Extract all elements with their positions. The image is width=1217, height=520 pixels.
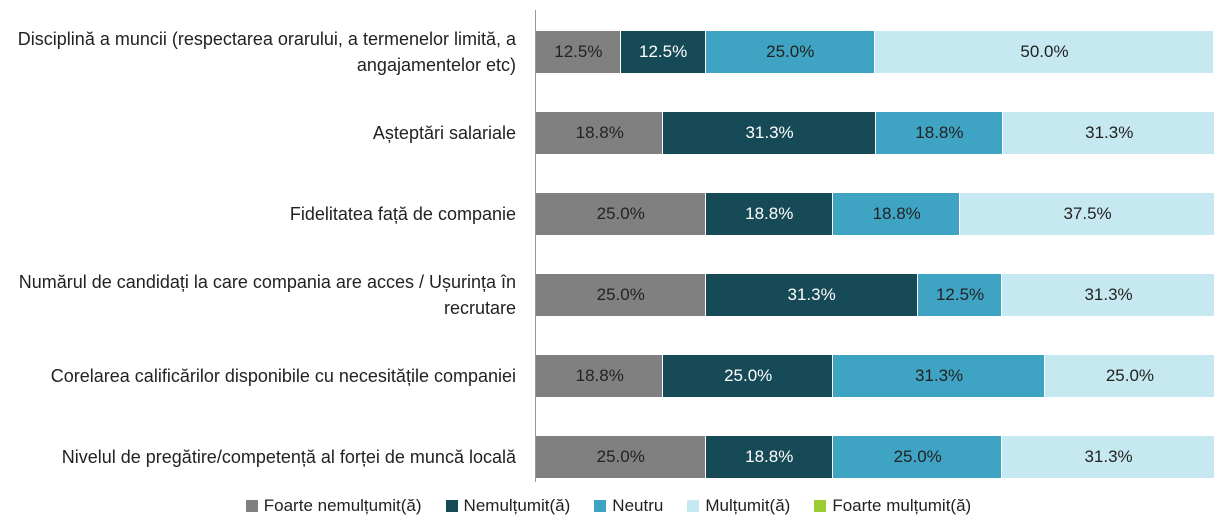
- bar-segment: [832, 436, 1003, 478]
- bar-segment: [832, 355, 1046, 397]
- bar-segment: [663, 112, 876, 154]
- legend-label: Foarte nemulțumit(ă): [263, 496, 422, 515]
- bar-segment: [620, 31, 706, 73]
- bar-segment: [536, 355, 664, 397]
- legend-swatch: [594, 500, 607, 512]
- value-label: 18.8%: [745, 204, 794, 223]
- bar-segment: [536, 193, 706, 235]
- bar-segment: [705, 274, 918, 316]
- legend-swatch: [814, 500, 827, 512]
- value-label: 31.3%: [745, 123, 794, 142]
- value-label: 12.5%: [935, 285, 985, 304]
- bar-segment: [917, 274, 1003, 316]
- bar-segment: [536, 274, 706, 316]
- value-label: 12.5%: [639, 42, 688, 61]
- value-label: 18.8%: [872, 204, 921, 223]
- value-label: 18.8%: [575, 123, 624, 142]
- value-label: 25.0%: [596, 285, 645, 304]
- category-label: Numărul de candidați la care compania ar…: [18, 272, 516, 318]
- value-label: 25.0%: [1105, 366, 1155, 385]
- value-label: 31.3%: [1085, 123, 1134, 142]
- value-label: 37.5%: [1063, 204, 1112, 223]
- bar-segment: [536, 112, 664, 154]
- category-label: Corelarea calificărilor disponibile cu n…: [50, 366, 516, 386]
- bar-segment: [832, 193, 961, 235]
- legend-swatch: [445, 500, 458, 512]
- value-label: 25.0%: [724, 366, 773, 385]
- category-label: Fidelitatea față de companie: [289, 204, 516, 224]
- category-label: Așteptări salariale: [372, 123, 516, 143]
- bar-segment: [875, 112, 1004, 154]
- legend-item: Mulțumit(ă): [687, 496, 790, 516]
- value-label: 25.0%: [596, 447, 645, 466]
- bar-segment: [705, 193, 833, 235]
- bar-segment: [705, 436, 833, 478]
- value-label: 31.3%: [1084, 447, 1133, 466]
- value-label: 31.3%: [914, 366, 964, 385]
- value-label: 25.0%: [893, 447, 942, 466]
- value-label: 31.3%: [1084, 285, 1133, 304]
- value-label: 18.8%: [575, 366, 624, 385]
- legend-label: Foarte mulțumit(ă): [832, 496, 972, 515]
- bar-segment: [875, 31, 1214, 73]
- legend-label: Neutru: [612, 496, 664, 515]
- legend: Foarte nemulțumit(ă) Nemulțumit(ă) Neutru M…: [0, 496, 1217, 516]
- value-label: 25.0%: [596, 204, 645, 223]
- value-label: 12.5%: [554, 42, 603, 61]
- legend-item: Foarte mulțumit(ă): [814, 496, 971, 516]
- category-label: Disciplină a muncii (respectarea orarulu…: [17, 29, 516, 75]
- legend-label: Mulțumit(ă): [705, 496, 791, 515]
- value-label: 50.0%: [1020, 42, 1069, 61]
- category-axis: [535, 10, 536, 482]
- bar-segment: [536, 31, 621, 73]
- legend-item: Neutru: [594, 496, 663, 516]
- legend-swatch: [687, 500, 700, 512]
- bar-segment: [705, 31, 875, 73]
- category-label: Nivelul de pregătire/competență al forțe…: [61, 447, 516, 467]
- legend-item: Foarte nemulțumit(ă): [245, 496, 422, 516]
- legend-label: Nemulțumit(ă): [463, 496, 571, 515]
- bar-segment: [663, 355, 833, 397]
- value-label: 18.8%: [915, 123, 964, 142]
- value-label: 31.3%: [787, 285, 836, 304]
- bar-segment: [1002, 436, 1215, 478]
- bar-segment: [1045, 355, 1215, 397]
- legend-item: Nemulțumit(ă): [445, 496, 571, 516]
- bar-segment: [1002, 274, 1215, 316]
- bar-segment: [960, 193, 1215, 235]
- bar-segment: [1003, 112, 1216, 154]
- value-label: 18.8%: [745, 447, 794, 466]
- bar-segment: [536, 436, 706, 478]
- value-label: 25.0%: [766, 42, 815, 61]
- legend-swatch: [245, 500, 258, 512]
